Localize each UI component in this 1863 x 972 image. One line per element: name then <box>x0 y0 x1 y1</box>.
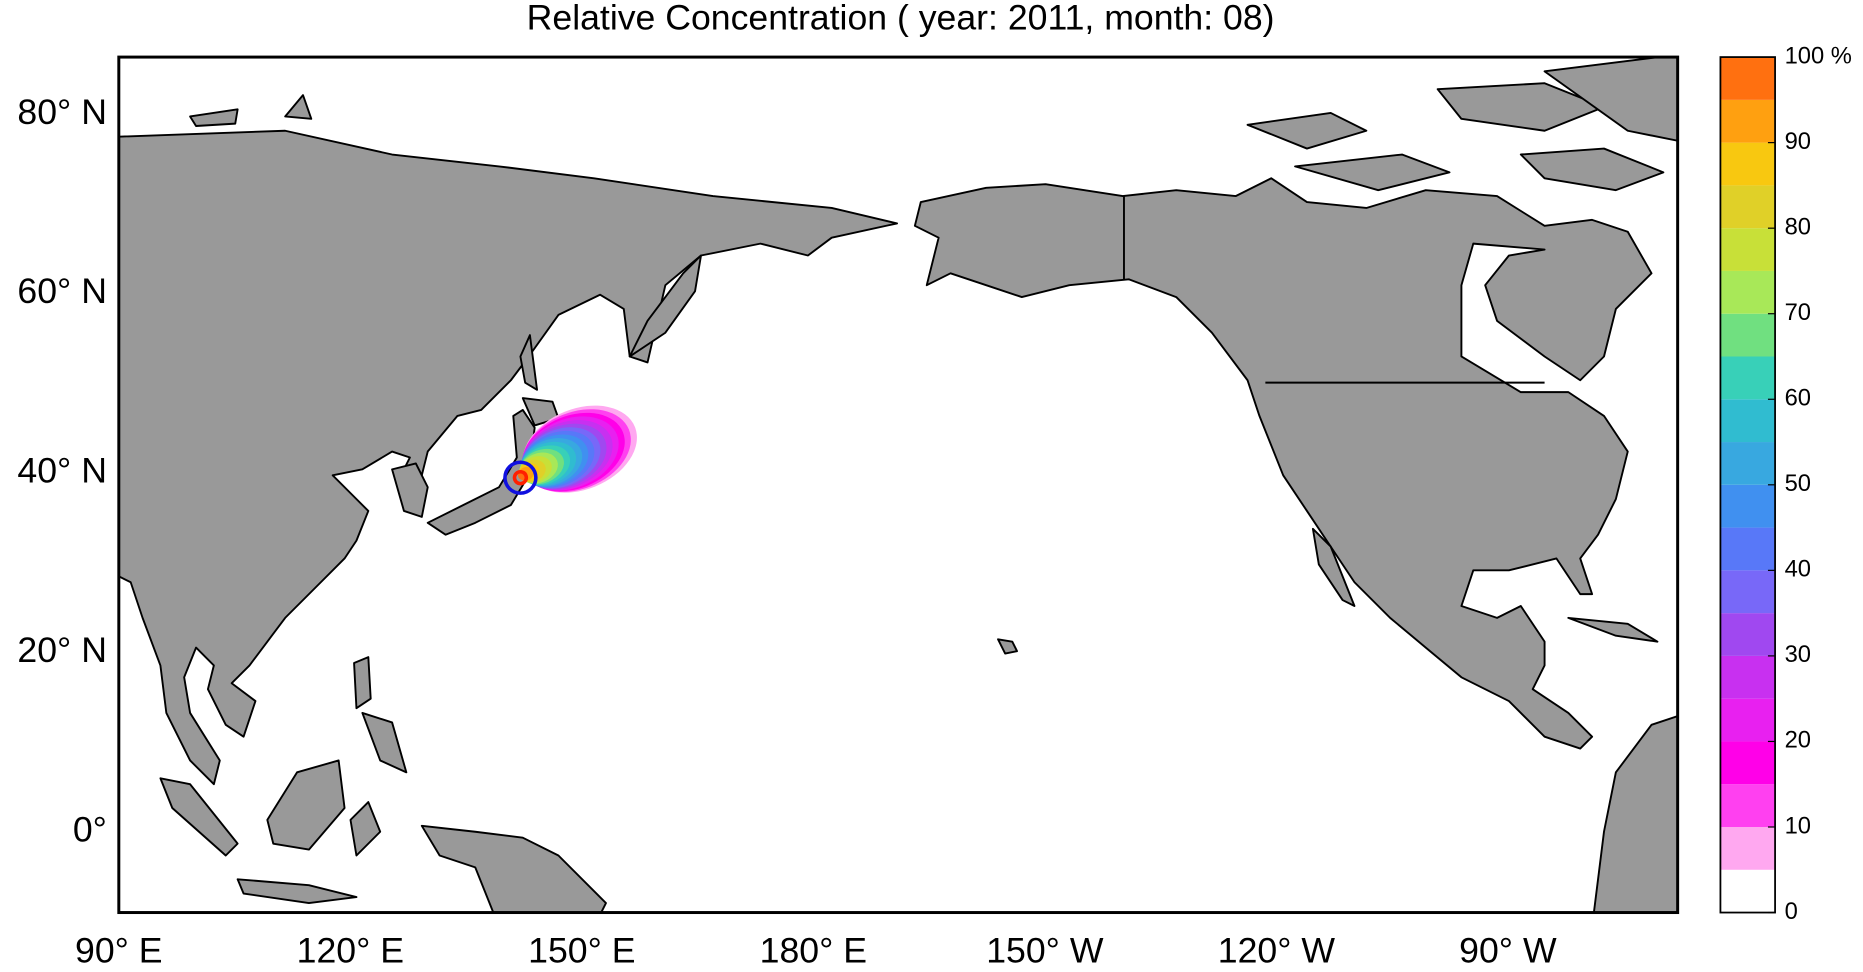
north-america <box>913 177 1653 750</box>
colorbar-bin <box>1720 228 1776 271</box>
java <box>236 878 358 904</box>
baja <box>1311 527 1356 607</box>
colorbar-bin <box>1720 356 1776 400</box>
cuba <box>1567 616 1659 643</box>
colorbar-tick-label: 60 <box>1785 385 1811 412</box>
sakhalin <box>519 334 538 391</box>
lon-tick-label: 90° E <box>75 930 163 970</box>
arctic-island <box>1436 82 1605 132</box>
asia <box>118 129 898 786</box>
lon-tick-label: 90° W <box>1459 930 1557 970</box>
colorbar-bin <box>1720 655 1776 699</box>
colorbar-tick-label: 50 <box>1785 470 1811 497</box>
sulawesi <box>349 801 382 857</box>
colorbar-tick-label: 80 <box>1785 213 1811 240</box>
siberian-island <box>189 108 239 127</box>
colorbar-tick-label: 90 <box>1785 128 1811 155</box>
lat-tick-label: 60° N <box>17 271 107 311</box>
hawaii <box>997 638 1018 655</box>
colorbar-tick-label: 20 <box>1785 727 1811 754</box>
colorbar-bin <box>1720 869 1776 913</box>
colorbar-tick-label: 70 <box>1785 299 1811 326</box>
colorbar-bin <box>1720 57 1776 100</box>
colorbar-bin <box>1720 826 1776 870</box>
taiwan <box>353 656 372 710</box>
lon-tick-label: 180° E <box>760 930 867 970</box>
lat-tick-label: 40° N <box>17 451 107 491</box>
borneo <box>266 759 346 851</box>
colorbar-bin <box>1720 142 1776 186</box>
greenland <box>1543 57 1678 142</box>
siberian-island <box>284 94 313 120</box>
lon-tick-label: 120° W <box>1218 930 1336 970</box>
colorbar-bin <box>1720 784 1776 827</box>
south-america <box>1592 715 1678 913</box>
new-guinea <box>420 824 607 913</box>
colorbar-bin <box>1720 185 1776 229</box>
map-frame <box>117 55 1680 915</box>
colorbar-bin <box>1720 570 1776 614</box>
philippines <box>361 711 408 774</box>
lon-tick-label: 150° E <box>528 930 635 970</box>
map-title: Relative Concentration ( year: 2011, mon… <box>527 0 1275 38</box>
lon-tick-label: 120° E <box>297 930 404 970</box>
lon-tick-label: 150° W <box>986 930 1104 970</box>
colorbar-bin <box>1720 399 1776 443</box>
colorbar-bin <box>1720 313 1776 357</box>
colorbar-tick-label: 40 <box>1785 556 1811 583</box>
lat-tick-label: 80° N <box>17 92 107 132</box>
arctic-island <box>1294 153 1451 192</box>
lat-tick-label: 20° N <box>17 630 107 670</box>
colorbar-bin <box>1720 99 1776 143</box>
arctic-island <box>1246 111 1368 150</box>
colorbar-tick-label: 100 % <box>1785 42 1852 69</box>
colorbar-tick-label: 0 <box>1785 898 1798 925</box>
land <box>118 57 1678 913</box>
kamchatka <box>628 254 702 358</box>
colorbar-bin <box>1720 270 1776 314</box>
colorbar-tick-label: 10 <box>1785 812 1811 839</box>
colorbar-bin <box>1720 484 1776 528</box>
korea <box>391 462 429 518</box>
colorbar-bin <box>1720 613 1776 656</box>
source-marker <box>512 469 529 486</box>
japan <box>426 409 536 536</box>
colorbar-bin <box>1720 442 1776 485</box>
lat-tick-label: 0° <box>73 809 107 849</box>
sumatra <box>159 777 239 857</box>
colorbar-bin <box>1720 741 1776 785</box>
colorbar-bin <box>1720 698 1776 742</box>
colorbar-tick-label: 30 <box>1785 641 1811 668</box>
source-ring <box>503 460 538 495</box>
colorbar-bin <box>1720 527 1776 571</box>
arctic-island <box>1519 147 1665 192</box>
